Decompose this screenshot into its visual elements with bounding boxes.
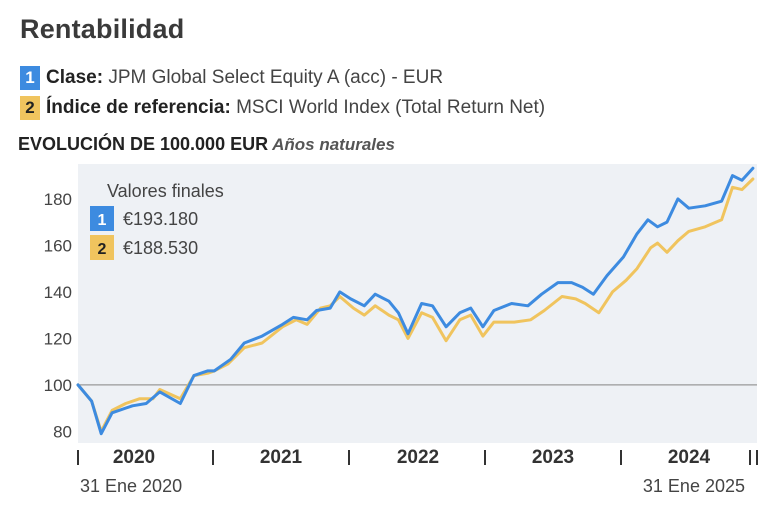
final-value-badge-number: 1	[98, 212, 107, 229]
y-tick-label: 160	[44, 236, 72, 255]
index-name: MSCI World Index (Total Return Net)	[236, 97, 546, 118]
x-range-end: 31 Ene 2025	[643, 476, 745, 496]
year-label: 2024	[668, 447, 711, 468]
page-title: Rentabilidad	[20, 14, 185, 44]
fund-badge: 1	[20, 66, 40, 90]
x-range-start: 31 Ene 2020	[80, 476, 182, 496]
year-label: 2023	[532, 447, 574, 468]
final-values-title: Valores finales	[107, 181, 224, 201]
year-label: 2020	[113, 447, 155, 468]
fund-name: JPM Global Select Equity A (acc) - EUR	[108, 67, 444, 88]
plot-area	[78, 164, 757, 443]
index-badge: 2	[20, 96, 40, 120]
subtitle-main: EVOLUCIÓN DE 100.000 EUR	[18, 134, 269, 154]
index-label: Índice de referencia:	[46, 97, 231, 118]
year-label: 2021	[260, 447, 303, 468]
series-line-1	[76, 166, 755, 436]
subtitle-sub: Años naturales	[272, 135, 395, 154]
legend-index: 2 Índice de referencia: MSCI World Index …	[20, 96, 545, 120]
final-value-label: €188.530	[123, 238, 198, 258]
final-value-badge-1	[90, 206, 114, 231]
year-label: 2022	[397, 447, 439, 468]
chart-subtitle: EVOLUCIÓN DE 100.000 EUR Años naturales	[18, 134, 395, 155]
y-tick-label: 180	[44, 190, 72, 209]
y-tick-label: 80	[53, 422, 72, 441]
fund-label: Clase:	[46, 67, 104, 88]
y-tick-label: 140	[44, 283, 72, 302]
final-value-badge-2	[90, 235, 114, 260]
legend-fund: 1 Clase: JPM Global Select Equity A (acc)…	[20, 66, 443, 90]
y-tick-label: 100	[44, 376, 72, 395]
y-tick-label: 120	[44, 329, 72, 348]
final-value-label: €193.180	[123, 209, 198, 229]
final-value-badge-number: 2	[98, 241, 107, 258]
